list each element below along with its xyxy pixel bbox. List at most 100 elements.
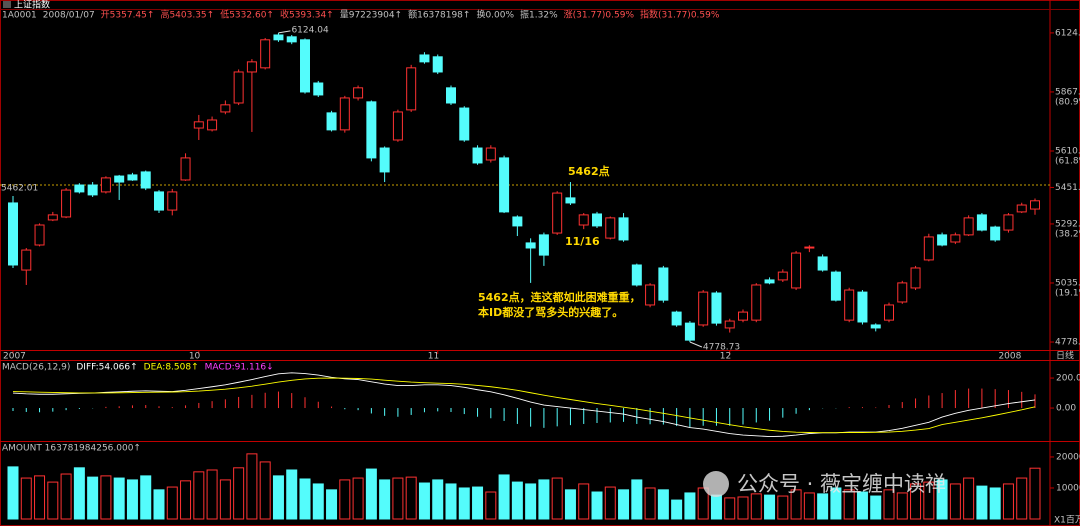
volume-bar	[458, 487, 470, 520]
volume-bar	[472, 486, 484, 520]
y-tick-note: (38.2%)	[1055, 229, 1080, 239]
volume-bar	[657, 489, 669, 520]
y-tick-label: 6124.0	[1055, 28, 1080, 38]
volume-bar	[631, 479, 643, 520]
watermark: 公众号 · 薇宝缠中读禅	[737, 472, 946, 496]
candle-body	[47, 214, 58, 221]
candle-body	[260, 39, 271, 69]
volume-bar	[432, 479, 444, 520]
volume-bar	[153, 489, 165, 520]
annotation: 5462点，连这都如此困难重重，	[478, 290, 641, 304]
volume-bar	[206, 469, 218, 520]
info-item: 涨(31.77)0.59%	[564, 10, 635, 21]
candle-body	[220, 104, 231, 113]
candle-body	[207, 119, 218, 131]
y-tick-label: 5610.1	[1055, 146, 1080, 156]
candle-body	[472, 147, 483, 164]
candle-body	[605, 217, 616, 239]
info-item: 指数(31.77)0.59%	[640, 9, 720, 21]
y-tick-label: 200000	[1056, 452, 1080, 462]
y-tick-label: 5035.7	[1055, 278, 1080, 288]
x-tick-label: 10	[189, 352, 201, 362]
candle-body	[751, 284, 762, 321]
candle-body	[459, 107, 470, 141]
candle-body	[791, 252, 802, 289]
volume-bar	[591, 491, 603, 520]
volume-bar	[1016, 477, 1028, 520]
candle-body	[963, 217, 974, 236]
candle-body	[353, 87, 364, 99]
candle-body	[578, 214, 589, 226]
volume-bar	[7, 466, 19, 520]
volume-bar	[750, 493, 762, 520]
candle-body	[950, 234, 961, 243]
candle-body	[804, 246, 815, 249]
volume-bar	[339, 479, 351, 520]
volume-bar	[100, 475, 112, 520]
candle-body	[233, 71, 244, 104]
volume-bar	[193, 471, 205, 520]
volume-bar	[843, 489, 855, 520]
candle-body	[724, 320, 735, 329]
candle-body	[937, 234, 948, 246]
volume-bar	[140, 475, 152, 520]
candle-body	[446, 87, 456, 104]
volume-bar	[737, 496, 749, 520]
candle-body	[21, 249, 32, 271]
volume-bar	[246, 453, 258, 520]
legend-entry: DIFF:54.066↑	[76, 363, 137, 373]
candle-body	[645, 284, 656, 306]
candle-body	[711, 292, 722, 324]
candle-body	[658, 267, 669, 301]
y-tick-note: (80.9%)	[1055, 97, 1080, 107]
volume-bar	[830, 487, 842, 520]
y-tick-note: (61.8%)	[1055, 156, 1080, 166]
info-item: 高5403.35↑	[160, 9, 214, 21]
candle-body	[379, 147, 390, 173]
candle-body	[127, 174, 138, 181]
volume-bar	[34, 475, 46, 520]
chart-title: 上证指数	[14, 0, 50, 11]
candle-body	[499, 157, 510, 213]
volume-bar	[498, 474, 510, 520]
volume-bar	[166, 486, 178, 520]
volume-bar	[710, 494, 722, 520]
volume-bar	[856, 491, 868, 520]
info-item: 开5357.45↑	[101, 10, 155, 21]
candle-body	[631, 264, 642, 286]
volume-bar	[272, 475, 284, 520]
info-item: 量97223904↑	[340, 10, 402, 21]
y-tick-label: 5451.4	[1055, 183, 1080, 193]
index-icon	[3, 1, 11, 8]
candle-body	[538, 234, 549, 256]
candle-body	[884, 304, 894, 321]
candle-body	[777, 271, 788, 281]
volume-bar	[764, 494, 776, 520]
candle-body	[366, 101, 377, 159]
reference-label: 5462.01	[1, 184, 38, 194]
candle-body	[286, 36, 297, 43]
volume-bar	[180, 480, 192, 520]
candle-body	[525, 242, 536, 249]
candle-body	[857, 291, 868, 323]
y-tick-label: 200.00	[1056, 374, 1080, 384]
candle-body	[61, 189, 72, 218]
info-item: 低5332.60↑	[220, 9, 274, 21]
candle-body	[313, 82, 324, 96]
info-item: 收5393.34↑	[280, 9, 334, 21]
candle-body	[273, 34, 284, 41]
volume-bar	[113, 477, 125, 520]
y-tick-label: 5292.6	[1055, 219, 1080, 229]
candle-body	[300, 39, 310, 93]
candle-body	[552, 192, 563, 234]
candle-body	[326, 112, 337, 131]
candle-body	[1030, 200, 1040, 210]
y-tick-label: 100000	[1056, 483, 1080, 493]
candle-body	[870, 324, 881, 329]
candle-body	[923, 236, 934, 261]
candle-body	[339, 97, 350, 131]
candle-body	[976, 214, 987, 231]
candle-body	[910, 267, 921, 289]
volume-bar	[418, 482, 430, 520]
